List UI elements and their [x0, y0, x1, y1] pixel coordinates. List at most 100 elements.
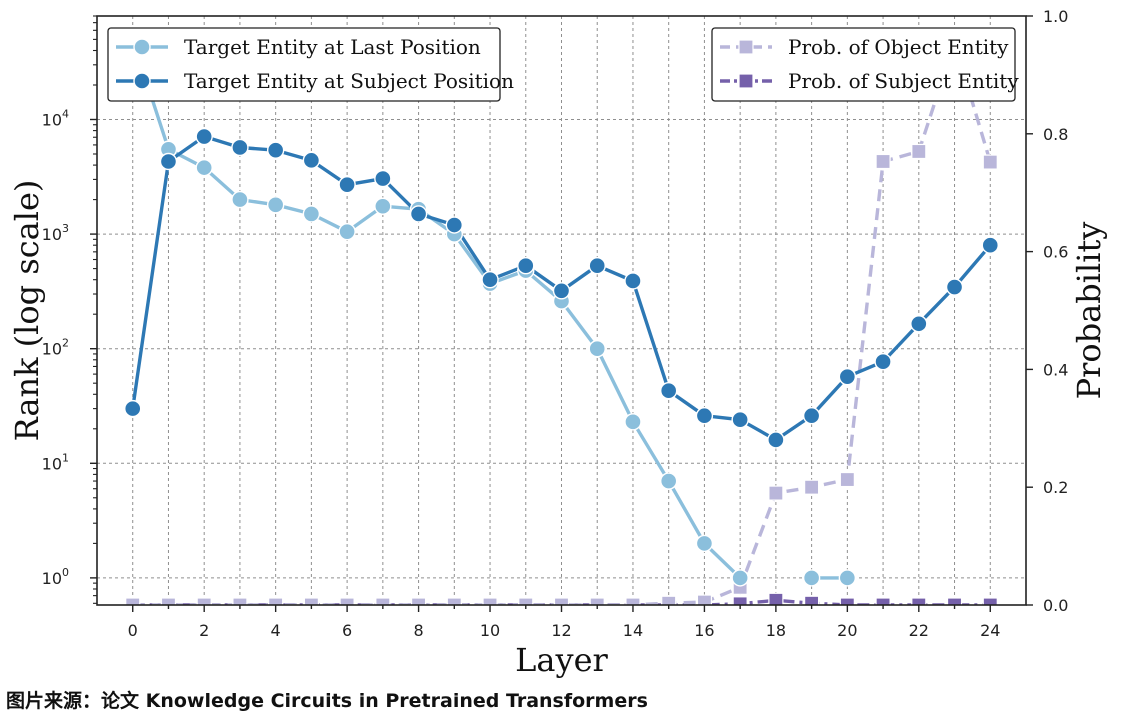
- series-point-1: [910, 315, 928, 333]
- series-point-2: [268, 597, 284, 605]
- legend-frame: [107, 27, 501, 102]
- series-point-1: [124, 399, 142, 418]
- axes: 0 2 4 6 8 10 12 14 16 18 20 22 241001011021031040.00…: [42, 7, 1069, 640]
- x-tick-label: 22: [909, 621, 929, 640]
- series-point-1: [802, 407, 821, 425]
- series-line-0: [131, 38, 742, 580]
- series-point-0: [659, 472, 678, 490]
- series-point-0: [302, 205, 321, 223]
- left-tick-exponent: 4: [62, 107, 69, 120]
- left-tick-label: 104: [42, 107, 69, 129]
- series-point-0: [266, 196, 285, 214]
- legend-frame: [711, 27, 1016, 102]
- left-tick-base: 10: [42, 340, 62, 359]
- legend-marker-2: [738, 39, 754, 55]
- series-point-1: [159, 152, 178, 171]
- left-tick-base: 10: [42, 454, 62, 473]
- series-point-1: [231, 138, 249, 157]
- series-point-1: [695, 407, 714, 425]
- series-point-1: [195, 127, 213, 146]
- left-tick-exponent: 0: [62, 566, 69, 579]
- x-axis-label: Layer: [515, 641, 608, 679]
- left-tick-base: 10: [42, 110, 62, 129]
- right-y-axis-label: Probability: [1070, 222, 1108, 400]
- x-tick-label: 4: [271, 621, 281, 640]
- left-tick-exponent: 1: [62, 451, 69, 464]
- series-point-3: [768, 592, 784, 605]
- series-point-1: [409, 205, 428, 223]
- left-y-axis-label: Rank (log scale): [8, 180, 46, 442]
- series-point-0: [231, 190, 249, 209]
- series-point-0: [695, 534, 714, 553]
- series-point-1: [945, 278, 964, 296]
- left-tick-label: 102: [42, 337, 69, 359]
- x-tick-label: 24: [980, 621, 1000, 640]
- series-point-1: [731, 411, 749, 429]
- legend-marker-0: [133, 38, 151, 56]
- series-point-1: [266, 141, 285, 159]
- series-point-2: [589, 597, 605, 605]
- series-point-1: [981, 236, 999, 254]
- series-point-2: [875, 153, 891, 170]
- legend-label-2: Prob. of Object Entity: [788, 35, 1009, 59]
- series-point-1: [767, 431, 785, 449]
- series-point-1: [374, 169, 392, 188]
- series-point-2: [696, 594, 713, 605]
- grid-lines: [97, 16, 1026, 605]
- series-point-2: [911, 143, 927, 160]
- series-markers: [124, 30, 999, 605]
- x-tick-label: 8: [413, 621, 423, 640]
- series-point-2: [839, 471, 855, 488]
- legend-label-1: Target Entity at Subject Position: [184, 69, 514, 93]
- left-tick-base: 10: [42, 225, 62, 244]
- series-point-3: [946, 597, 963, 605]
- x-tick-label: 16: [694, 621, 714, 640]
- legend-label-3: Prob. of Subject Entity: [788, 69, 1019, 93]
- left-tick-exponent: 2: [62, 337, 69, 350]
- figure-caption: 图片来源：论文 Knowledge Circuits in Pretrained…: [6, 690, 648, 712]
- series-point-2: [232, 597, 248, 605]
- right-tick-label: 0.2: [1043, 478, 1068, 497]
- left-tick-exponent: 3: [62, 222, 69, 235]
- series-point-2: [446, 597, 462, 605]
- series-point-2: [804, 479, 820, 495]
- series-point-1: [302, 151, 321, 170]
- series-point-2: [553, 597, 570, 605]
- left-tick-label: 103: [42, 222, 69, 244]
- x-tick-label: 2: [199, 621, 209, 640]
- series-point-3: [875, 597, 891, 605]
- series-point-2: [625, 597, 641, 605]
- series-point-3: [911, 597, 927, 605]
- x-tick-label: 18: [766, 621, 786, 640]
- series-point-3: [982, 597, 998, 605]
- series-point-2: [982, 154, 998, 170]
- x-tick-label: 12: [551, 621, 571, 640]
- series-point-1: [588, 256, 606, 275]
- series-point-1: [517, 256, 535, 275]
- series-point-3: [839, 597, 855, 605]
- series-point-0: [195, 158, 213, 177]
- series-point-2: [339, 597, 355, 605]
- series-point-2: [160, 597, 177, 605]
- series-point-1: [552, 282, 571, 300]
- series-point-2: [303, 597, 319, 605]
- series-point-1: [659, 381, 678, 400]
- legend-label-0: Target Entity at Last Position: [184, 35, 481, 59]
- right-tick-label: 0.0: [1043, 596, 1068, 615]
- series-point-0: [838, 569, 857, 587]
- series-point-2: [375, 597, 391, 605]
- legend-box: Prob. of Object Entity Prob. of Subject E…: [711, 27, 1019, 102]
- x-tick-label: 20: [837, 621, 857, 640]
- right-tick-label: 0.4: [1043, 360, 1068, 379]
- left-tick-label: 101: [42, 451, 69, 473]
- legend-marker-3: [738, 73, 754, 89]
- series-point-2: [661, 595, 677, 605]
- right-tick-label: 0.8: [1043, 125, 1068, 144]
- x-tick-label: 0: [128, 621, 138, 640]
- series-point-2: [768, 485, 784, 501]
- legends: Target Entity at Last Position Target Ent…: [107, 27, 1019, 102]
- series-point-2: [482, 597, 498, 605]
- series-point-2: [518, 597, 534, 605]
- right-tick-label: 1.0: [1043, 7, 1068, 26]
